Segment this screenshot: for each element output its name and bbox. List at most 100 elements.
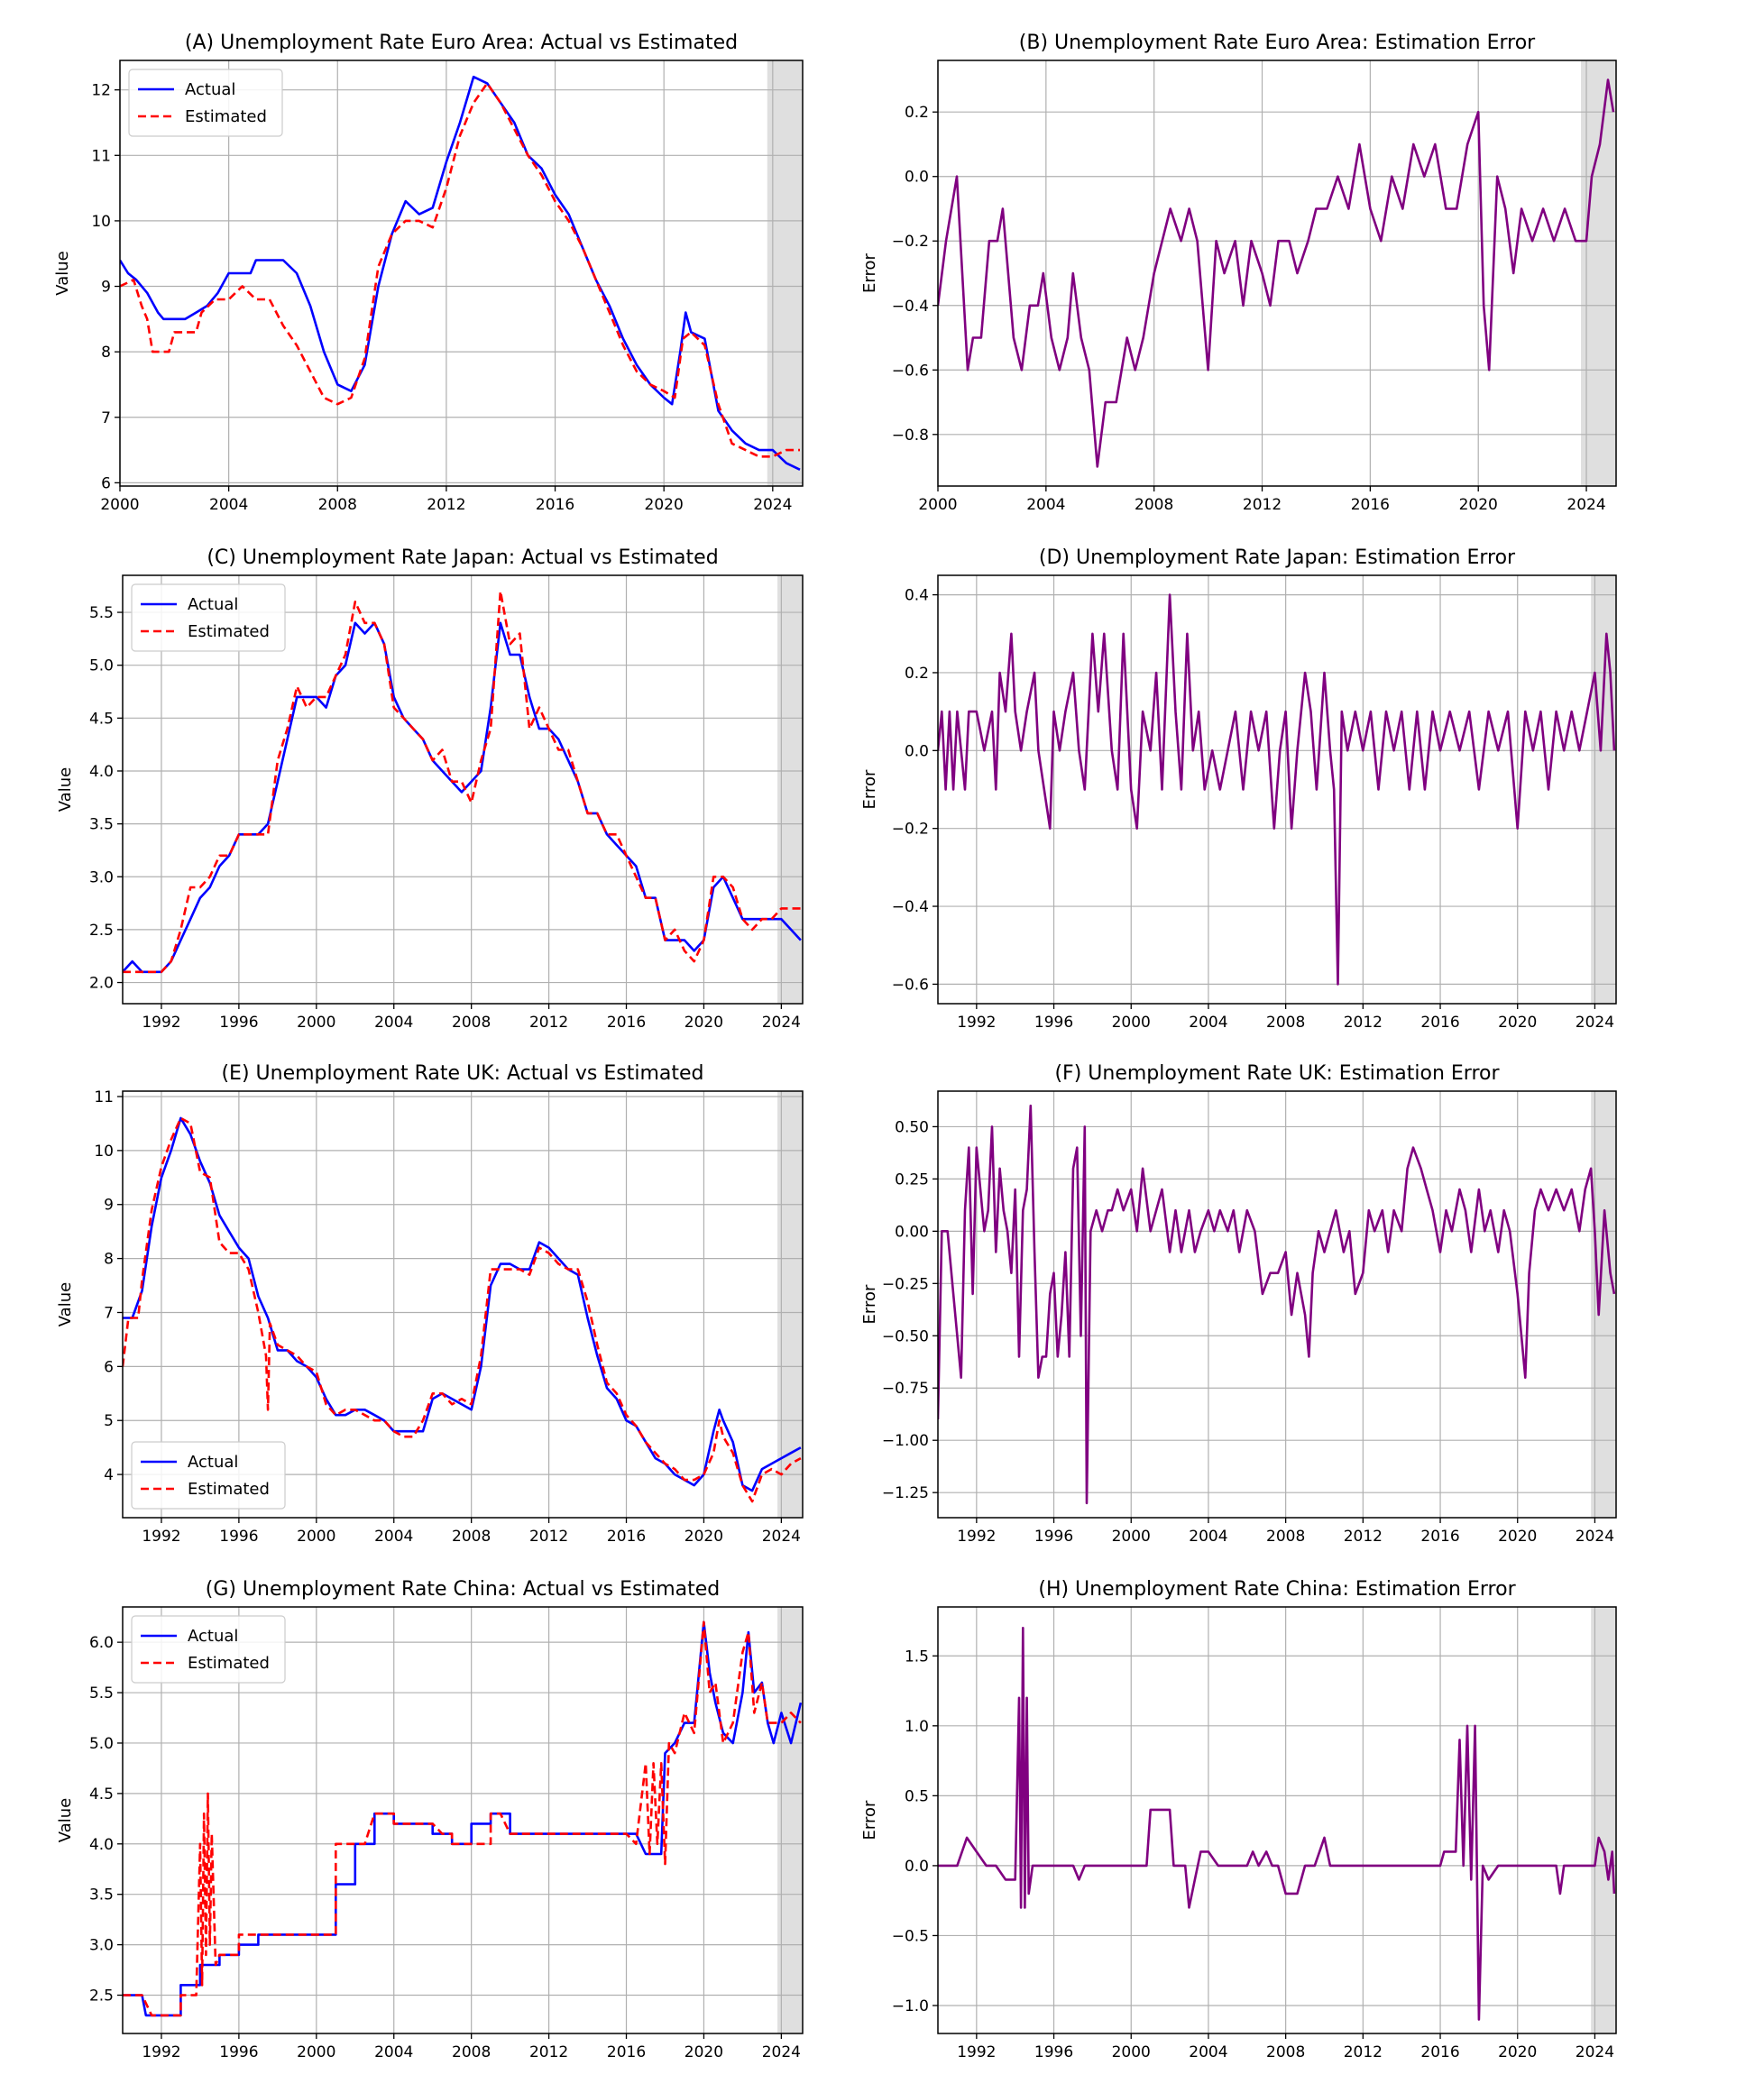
x-tick-label: 2004 <box>374 1528 413 1546</box>
x-tick-label: 1996 <box>219 1528 258 1546</box>
x-tick-label: 2016 <box>1420 1528 1459 1546</box>
y-tick-label: 0.0 <box>905 742 929 760</box>
chart-panel-a: 2000 2004 2008 2012 2016 2020 2024 6 7 8 9 10 11 12 (A… <box>53 32 804 514</box>
y-tick-label: 10 <box>91 213 111 231</box>
legend-label: Actual <box>188 1627 238 1646</box>
y-tick-label: 5.5 <box>89 604 114 622</box>
y-tick-label: −0.5 <box>892 1927 929 1945</box>
chart-panel-c: 1992 1996 2000 2004 2008 2012 2016 2020 2024 2.0 2… <box>56 546 804 1032</box>
x-tick-label: 2000 <box>1112 1528 1151 1546</box>
y-tick-label: −0.2 <box>892 821 929 839</box>
legend-label: Actual <box>188 595 238 614</box>
plot-frame <box>122 574 804 1005</box>
chart-title: (A) Unemployment Rate Euro Area: Actual … <box>185 32 738 54</box>
x-tick-label: 2020 <box>1498 1528 1537 1546</box>
y-tick-label: −0.25 <box>882 1275 929 1293</box>
x-tick-label: 2016 <box>1420 2043 1459 2061</box>
x-tick-label: 2008 <box>452 1528 491 1546</box>
plot-frame <box>937 574 1617 1005</box>
legend-box <box>131 1615 286 1684</box>
x-tick-label: 2020 <box>684 2043 723 2061</box>
chart-panel-f: 1992 1996 2000 2004 2008 2012 2016 2020 2024 −1.2… <box>860 1062 1617 1546</box>
x-tick-label: 2012 <box>1344 1014 1383 1032</box>
y-tick-label: −1.0 <box>892 1997 929 2015</box>
x-tick-label: 2016 <box>607 1528 646 1546</box>
y-tick-label: 1.0 <box>905 1718 929 1736</box>
y-tick-label: 6 <box>104 1358 114 1376</box>
chart-title: (E) Unemployment Rate UK: Actual vs Esti… <box>221 1062 703 1085</box>
series-line-error <box>938 78 1615 468</box>
y-tick-label: 10 <box>94 1143 114 1161</box>
y-tick-label: 8 <box>101 344 111 362</box>
y-tick-label: 4 <box>104 1466 114 1484</box>
x-tick-label: 2008 <box>452 1014 491 1032</box>
y-tick-label: 4.5 <box>89 710 114 728</box>
x-tick-label: 1992 <box>957 1014 996 1032</box>
x-tick-label: 2004 <box>374 1014 413 1032</box>
x-tick-label: 2016 <box>607 1014 646 1032</box>
chart-panel-b: 2000 2004 2008 2012 2016 2020 2024 −0.8 −0.6 −0.4… <box>860 32 1617 514</box>
y-tick-label: 6 <box>101 474 111 492</box>
x-tick-label: 2012 <box>1243 496 1282 514</box>
series-line-error <box>938 1104 1616 1505</box>
x-tick-label: 1996 <box>219 2043 258 2061</box>
y-tick-label: −0.75 <box>882 1380 929 1398</box>
x-tick-label: 2000 <box>100 496 139 514</box>
x-tick-label: 2008 <box>1266 2043 1305 2061</box>
chart-title: (D) Unemployment Rate Japan: Estimation … <box>1039 546 1516 569</box>
x-tick-label: 1996 <box>1034 1014 1073 1032</box>
y-tick-label: −0.50 <box>882 1327 929 1345</box>
y-axis-label: Value <box>56 1798 75 1842</box>
chart-title: (G) Unemployment Rate China: Actual vs E… <box>206 1578 721 1601</box>
y-axis-label: Error <box>860 769 879 809</box>
y-tick-label: 0.0 <box>905 169 929 187</box>
legend-label: Estimated <box>185 107 267 126</box>
x-tick-label: 1996 <box>219 1014 258 1032</box>
y-tick-label: 2.0 <box>89 975 114 993</box>
legend-box <box>131 583 286 652</box>
y-tick-label: 2.5 <box>89 922 114 940</box>
legend-label: Estimated <box>188 1654 270 1673</box>
y-tick-label: 3.5 <box>89 816 114 834</box>
legend-box <box>128 69 283 137</box>
y-tick-label: 4.0 <box>89 1836 114 1854</box>
series-line-actual <box>123 621 802 974</box>
y-tick-label: 0.5 <box>905 1787 929 1805</box>
x-tick-label: 2024 <box>762 1528 801 1546</box>
x-tick-label: 2020 <box>1498 2043 1537 2061</box>
y-tick-label: 3.0 <box>89 868 114 886</box>
y-tick-label: 0.4 <box>905 587 929 605</box>
y-tick-label: 0.2 <box>905 665 929 683</box>
y-tick-label: 11 <box>91 147 111 165</box>
series-line-estimated <box>123 590 801 974</box>
x-tick-label: 2004 <box>1026 496 1065 514</box>
x-tick-label: 2024 <box>762 2043 801 2061</box>
y-tick-label: 0.0 <box>905 1858 929 1876</box>
y-axis-label: Value <box>56 1282 75 1326</box>
x-tick-label: 2008 <box>318 496 357 514</box>
y-tick-label: 0.2 <box>905 104 929 122</box>
chart-title: (F) Unemployment Rate UK: Estimation Err… <box>1054 1062 1500 1085</box>
y-axis-label: Error <box>860 1284 879 1324</box>
y-axis-label: Error <box>860 1800 879 1840</box>
x-tick-label: 2004 <box>1189 1014 1227 1032</box>
x-tick-label: 1992 <box>142 1528 180 1546</box>
y-tick-label: −0.2 <box>892 233 929 251</box>
x-tick-label: 2024 <box>762 1014 801 1032</box>
plot-frame <box>937 1606 1617 2034</box>
y-axis-label: Error <box>860 252 879 292</box>
y-tick-label: 8 <box>104 1251 114 1269</box>
x-tick-label: 2000 <box>297 2043 335 2061</box>
plot-frame <box>937 1090 1617 1519</box>
y-tick-label: 3.0 <box>89 1937 114 1955</box>
legend-label: Actual <box>188 1453 238 1472</box>
series-line-error <box>938 593 1616 986</box>
x-tick-label: 2008 <box>1266 1528 1305 1546</box>
x-tick-label: 2004 <box>1189 1528 1227 1546</box>
chart-title: (C) Unemployment Rate Japan: Actual vs E… <box>207 546 718 569</box>
y-tick-label: 0.50 <box>895 1118 929 1136</box>
y-axis-label: Value <box>56 767 75 812</box>
y-tick-label: 5.5 <box>89 1684 114 1703</box>
